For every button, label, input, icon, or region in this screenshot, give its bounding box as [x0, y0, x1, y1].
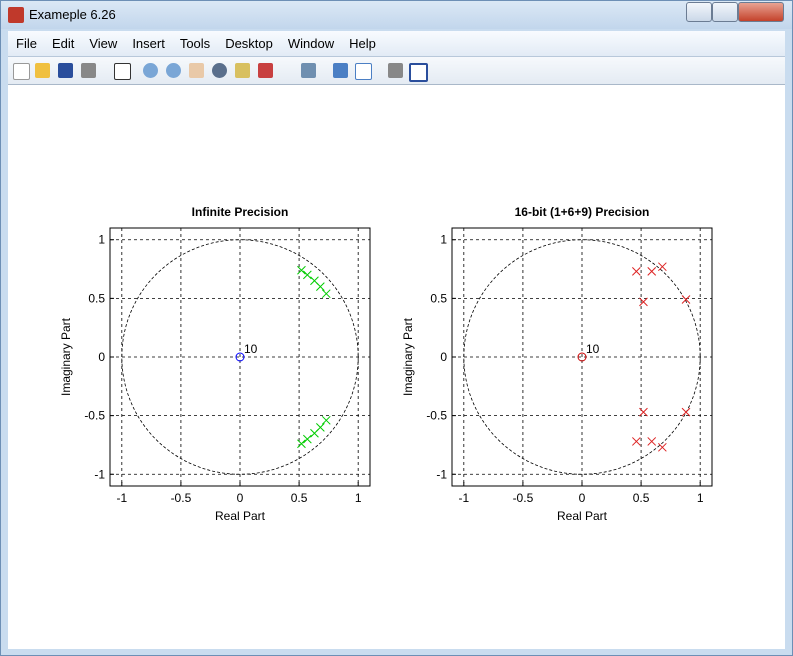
brush-button[interactable]: [258, 63, 273, 78]
multiplicity-label: 10: [244, 342, 258, 356]
data-cursor-button[interactable]: [235, 63, 250, 78]
menu-item[interactable]: Insert: [132, 36, 165, 51]
x-tick-label: -1: [116, 491, 127, 505]
close-button[interactable]: [738, 2, 784, 22]
menu-item[interactable]: Edit: [51, 36, 75, 51]
zoom-in-button[interactable]: [143, 63, 158, 78]
menu-item[interactable]: Tools: [179, 36, 211, 51]
save-button[interactable]: [58, 63, 73, 78]
axes-box: [451, 227, 713, 487]
x-tick-label: 0.5: [291, 491, 308, 505]
x-tick-label: 0: [579, 491, 586, 505]
hide-tools-button[interactable]: [388, 63, 403, 78]
y-axis-label: Imaginary Part: [59, 317, 73, 396]
pole-marker: [647, 267, 657, 276]
pole-marker: [316, 282, 325, 291]
pole-marker: [681, 295, 691, 304]
x-tick-label: -0.5: [171, 491, 192, 505]
toolbar: [8, 57, 785, 85]
open-button[interactable]: [35, 63, 50, 78]
x-tick-label: 0: [237, 491, 244, 505]
pole-marker: [658, 262, 667, 272]
x-axis-label: Real Part: [215, 509, 266, 523]
pole-marker: [303, 434, 312, 444]
y-tick-label: 0.5: [88, 291, 105, 305]
link-button[interactable]: [301, 63, 316, 78]
rotate-button[interactable]: [212, 63, 227, 78]
new-button[interactable]: [13, 63, 30, 80]
pole-marker: [639, 297, 648, 307]
print-button[interactable]: [81, 63, 96, 78]
menu-item[interactable]: Help: [349, 36, 376, 51]
y-tick-label: 0.5: [430, 291, 447, 305]
pole-marker: [297, 265, 306, 275]
unit-circle: [463, 239, 701, 475]
y-axis-label: Imaginary Part: [401, 317, 415, 396]
y-tick-label: -1: [94, 467, 105, 481]
x-tick-label: 1: [355, 491, 362, 505]
pole-marker: [297, 439, 306, 449]
pole-marker: [321, 289, 331, 299]
title-bar: Exameple 6.26: [1, 1, 792, 29]
pan-button[interactable]: [189, 63, 204, 78]
y-tick-label: 1: [440, 233, 447, 247]
y-tick-label: -0.5: [426, 409, 447, 423]
pole-marker: [321, 415, 331, 425]
menu-item[interactable]: File: [16, 36, 37, 51]
pole-marker: [681, 407, 691, 417]
figure: -1 -0.5 0 0.5 1 -1 -0.5 0 0.5 1 Infinite Precision…: [59, 205, 713, 523]
pole-marker: [658, 442, 667, 452]
pole-marker: [303, 270, 312, 280]
minimize-button[interactable]: [686, 2, 712, 22]
x-axis-label: Real Part: [557, 509, 608, 523]
multiplicity-label: 10: [586, 342, 600, 356]
zero-marker: [235, 352, 245, 362]
unit-circle: [121, 239, 359, 475]
select-button[interactable]: [114, 63, 131, 80]
menu-item[interactable]: View: [89, 36, 118, 51]
app-icon: [8, 7, 24, 23]
y-tick-label: -1: [436, 467, 447, 481]
zero-marker: [577, 352, 587, 362]
menu-item[interactable]: Desktop: [225, 36, 273, 51]
pole-marker: [639, 407, 648, 417]
pole-marker: [632, 267, 641, 276]
x-tick-label: 1: [697, 491, 704, 505]
y-tick-label: 0: [98, 350, 105, 364]
chart-title: 16-bit (1+6+9) Precision: [515, 205, 650, 219]
pole-marker: [316, 423, 325, 432]
y-tick-label: -0.5: [84, 409, 105, 423]
maximize-button[interactable]: [712, 2, 738, 22]
x-tick-label: -0.5: [513, 491, 534, 505]
x-tick-label: -1: [458, 491, 469, 505]
chart-title: Infinite Precision: [192, 205, 289, 219]
legend-button[interactable]: [355, 63, 372, 80]
zoom-out-button[interactable]: [166, 63, 181, 78]
pole-marker: [632, 437, 641, 446]
colorbar-button[interactable]: [333, 63, 348, 78]
axes-box: [109, 227, 371, 487]
figure-area: -1 -0.5 0 0.5 1 -1 -0.5 0 0.5 1 Infinite Precision…: [8, 85, 785, 649]
window-title: Exameple 6.26: [29, 7, 116, 22]
pole-marker: [647, 437, 657, 446]
menu-item[interactable]: Window: [287, 36, 335, 51]
y-tick-label: 1: [98, 233, 105, 247]
show-tools-button[interactable]: [409, 63, 428, 82]
menu-bar: File Edit View Insert Tools Desktop Window Help: [8, 31, 785, 57]
x-tick-label: 0.5: [633, 491, 650, 505]
y-tick-label: 0: [440, 350, 447, 364]
